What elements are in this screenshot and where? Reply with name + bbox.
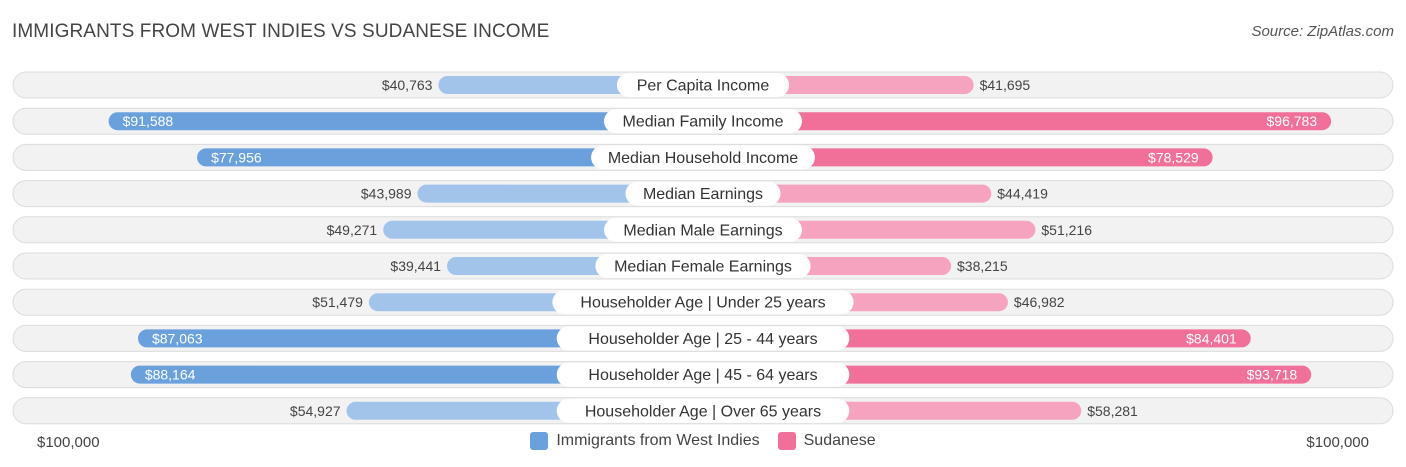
category-pill-median-household-income [591,145,815,170]
value-sudanese-median-earnings: $44,419 [997,186,1048,202]
category-label-median-female-earnings: Median Female Earnings [614,259,792,276]
legend-swatch-west-indies [530,432,549,450]
category-label-householder-age-25-44-years: Householder Age | 25 - 44 years [588,331,817,348]
category-pill-householder-age-over-65-years [556,398,850,423]
value-west-indies-median-female-earnings: $39,441 [390,258,441,274]
category-label-median-male-earnings: Median Male Earnings [623,222,782,239]
category-label-householder-age-45-64-years: Householder Age | 45 - 64 years [588,367,817,384]
category-pill-median-earnings [625,181,781,206]
category-pill-median-family-income [604,109,802,134]
value-west-indies-median-male-earnings: $49,271 [327,222,378,238]
category-label-per-capita-income: Per Capita Income [637,78,770,95]
value-sudanese-householder-age-under-25-years: $46,982 [1014,294,1065,310]
value-west-indies-per-capita-income: $40,763 [382,77,433,93]
category-pill-median-male-earnings [604,217,802,242]
value-west-indies-householder-age-under-25-years: $51,479 [312,294,363,310]
legend-label-sudanese: Sudanese [803,432,876,449]
value-west-indies-median-household-income: $77,956 [211,149,262,165]
value-sudanese-householder-age-45-64-years: $93,718 [1247,367,1298,383]
category-pill-per-capita-income [616,73,790,97]
legend: Immigrants from West Indies Sudanese [0,432,1406,450]
value-sudanese-per-capita-income: $41,695 [980,77,1031,93]
source-note: Source: ZipAtlas.com [1251,23,1394,40]
value-sudanese-householder-age-over-65-years: $58,281 [1087,403,1138,419]
value-west-indies-householder-age-over-65-years: $54,927 [290,403,341,419]
legend-label-west-indies: Immigrants from West Indies [556,432,760,449]
bar-west-indies-median-household-income [197,148,704,167]
bar-sudanese-median-household-income [703,148,1213,167]
value-sudanese-median-male-earnings: $51,216 [1041,222,1092,238]
value-west-indies-householder-age-45-64-years: $88,164 [145,367,196,383]
legend-swatch-sudanese [777,432,796,450]
category-label-householder-age-under-25-years: Householder Age | Under 25 years [580,295,825,312]
category-pill-householder-age-45-64-years [556,362,850,387]
legend-item-west-indies: Immigrants from West Indies [530,432,760,450]
bar-west-indies-median-family-income [108,112,704,131]
value-sudanese-householder-age-25-44-years: $84,401 [1186,330,1237,346]
category-pill-householder-age-25-44-years [556,326,850,351]
value-west-indies-householder-age-25-44-years: $87,063 [152,330,203,346]
bar-sudanese-median-family-income [703,112,1332,131]
value-west-indies-median-earnings: $43,989 [361,186,412,202]
bar-sudanese-householder-age-45-64-years [703,365,1312,384]
category-label-median-household-income: Median Household Income [608,150,798,167]
chart-title: IMMIGRANTS FROM WEST INDIES VS SUDANESE … [12,21,550,42]
legend-item-sudanese: Sudanese [777,432,876,450]
category-label-median-family-income: Median Family Income [623,114,784,131]
value-sudanese-median-household-income: $78,529 [1148,149,1199,165]
value-sudanese-median-family-income: $96,783 [1267,113,1318,129]
value-west-indies-median-family-income: $91,588 [123,113,174,129]
axis-left-max-label: $100,000 [37,434,100,451]
income-comparison-chart: $40,763 $41,695 Per Capita Income $91,588 $9… [12,71,1394,425]
category-pill-householder-age-under-25-years [552,290,854,315]
value-sudanese-median-female-earnings: $38,215 [957,258,1008,274]
axis-right-max-label: $100,000 [1306,434,1369,451]
category-pill-median-female-earnings [595,254,811,278]
category-label-householder-age-over-65-years: Householder Age | Over 65 years [585,403,821,420]
category-label-median-earnings: Median Earnings [643,186,763,203]
